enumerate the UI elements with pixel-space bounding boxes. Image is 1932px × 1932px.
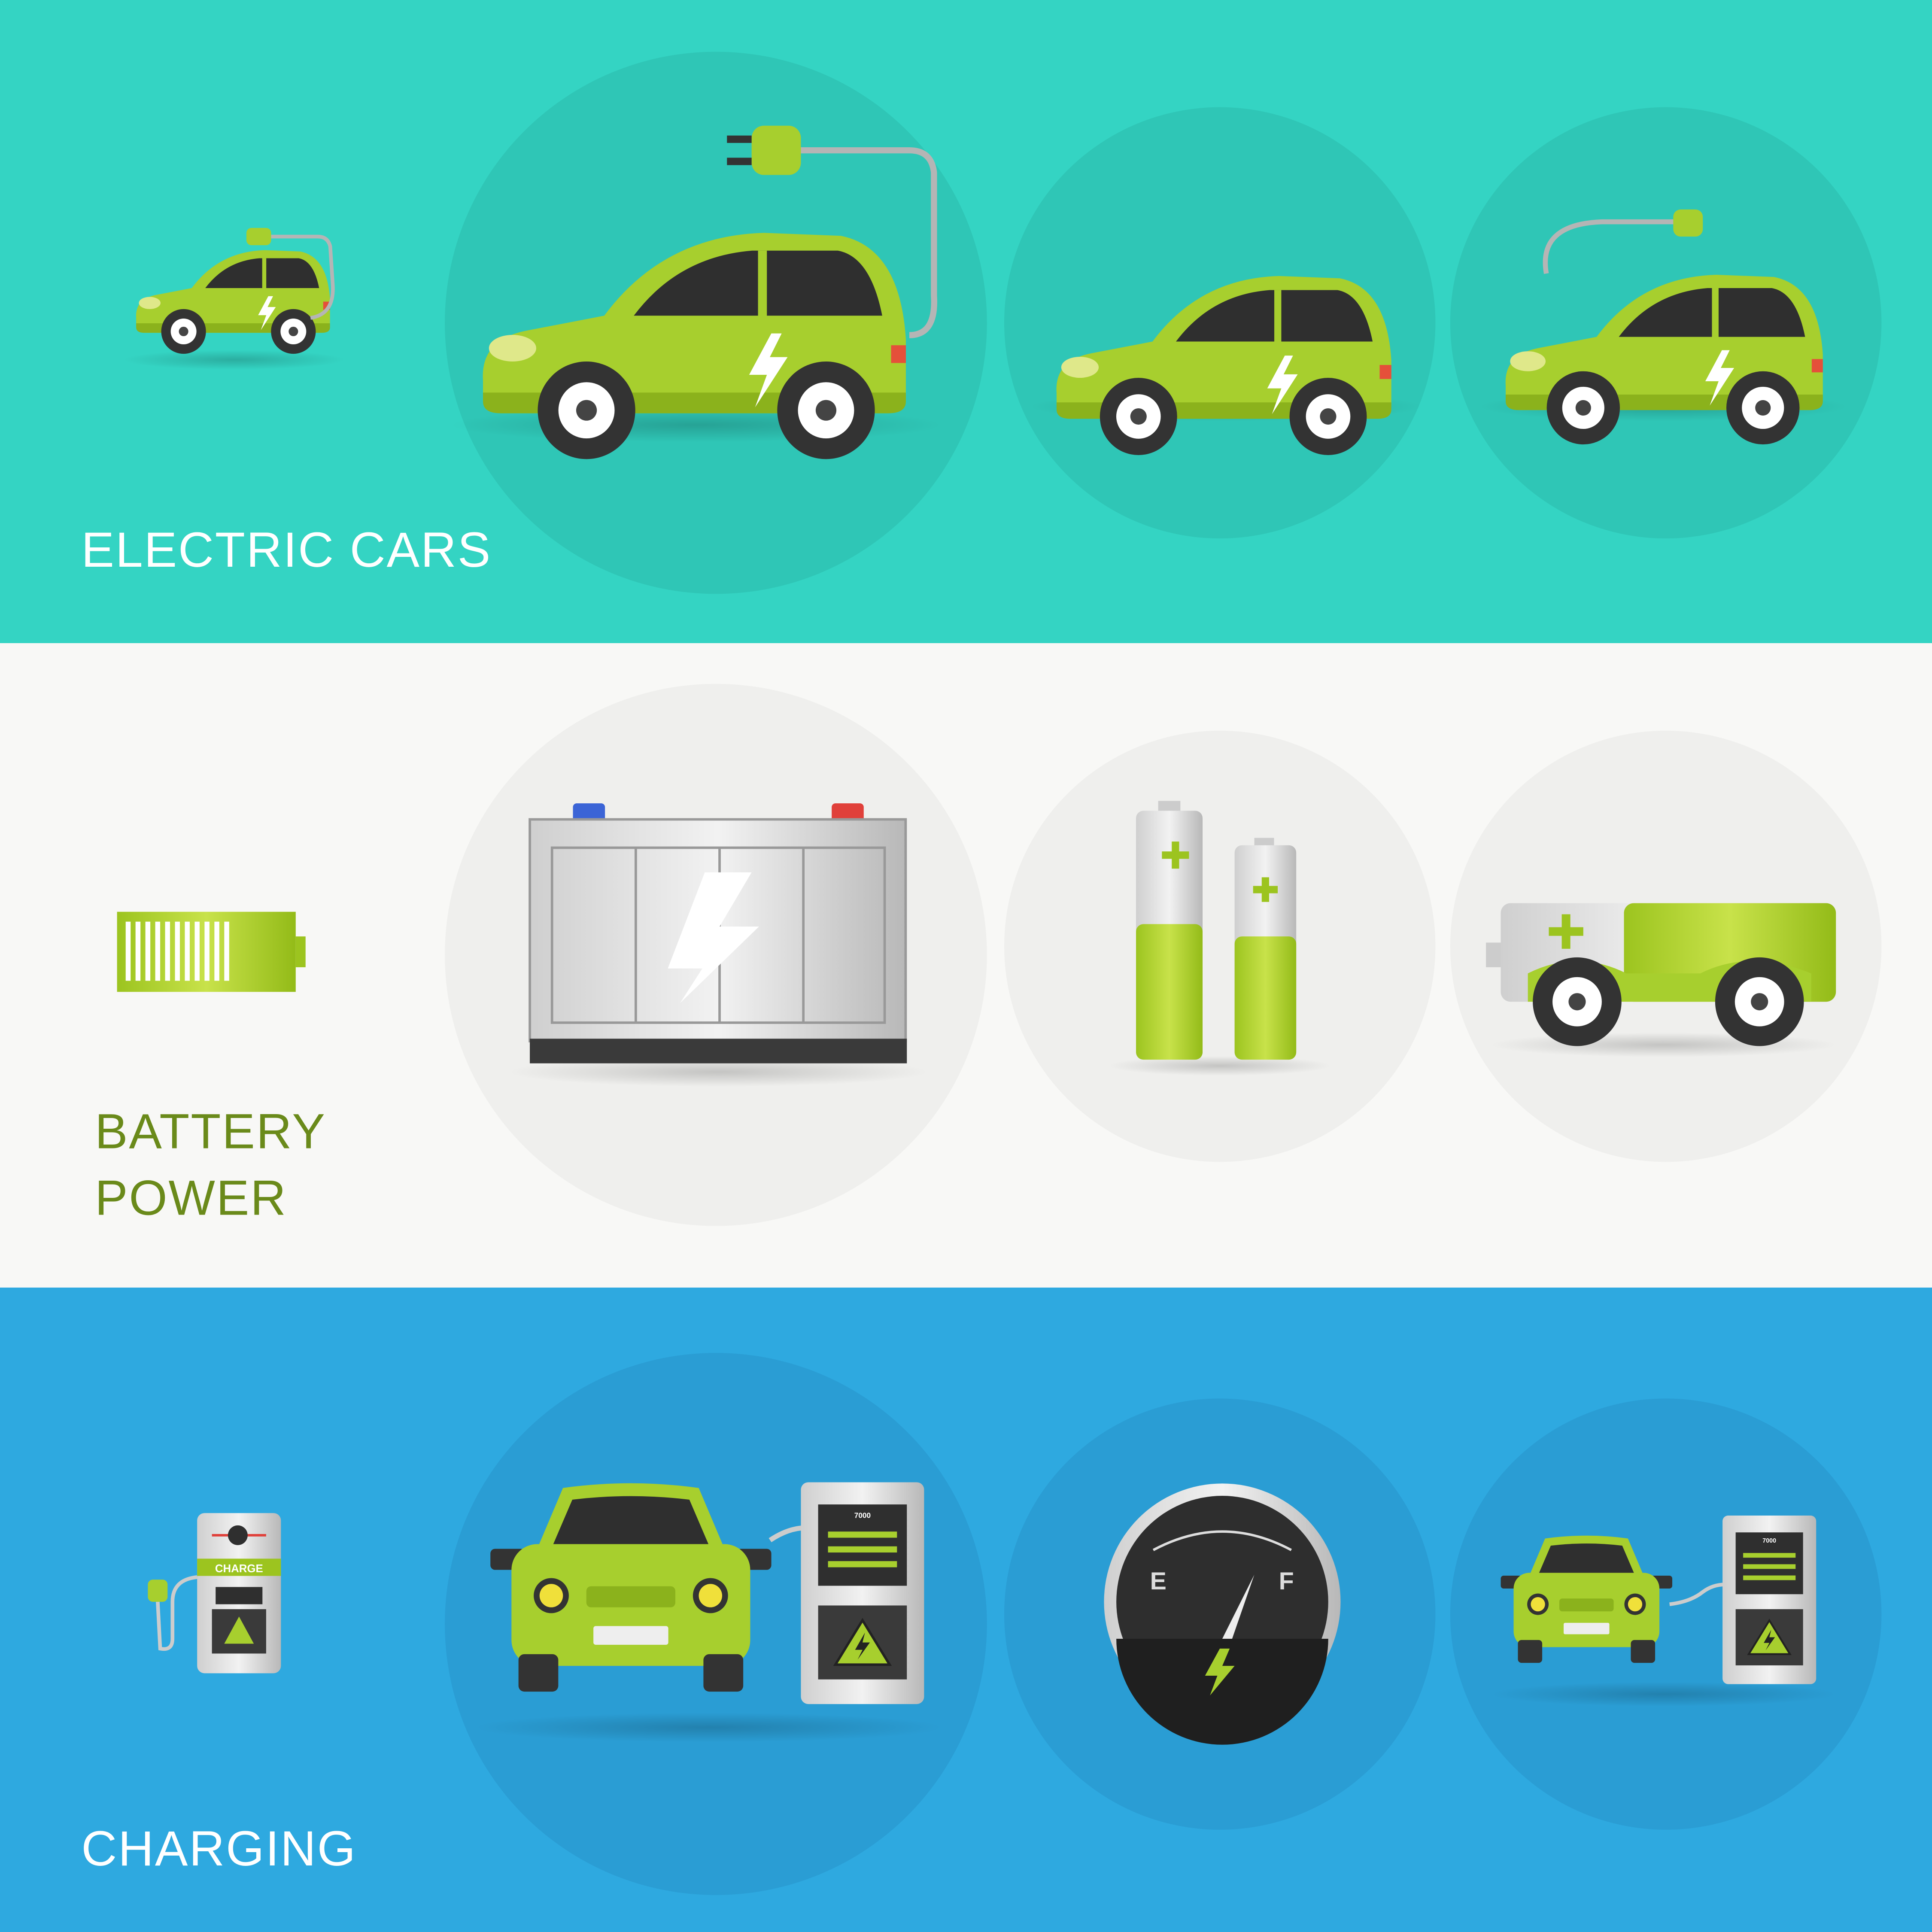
shape-rect xyxy=(216,1587,263,1604)
shape-path xyxy=(1253,877,1278,902)
shape-ellipse xyxy=(474,1713,943,1743)
shape-rect xyxy=(1673,209,1703,237)
shape-rect xyxy=(295,936,306,967)
shape-circle xyxy=(228,1525,248,1545)
shape-circle xyxy=(1568,993,1586,1011)
small-charging-station: CHARGE xyxy=(148,1513,281,1674)
shape-rect xyxy=(145,921,151,981)
shape-circle xyxy=(1004,730,1436,1162)
banner-title: CHARGING xyxy=(81,1821,357,1876)
station-display: 7000 xyxy=(1762,1537,1776,1544)
gauge-label: E xyxy=(1150,1567,1166,1595)
shape-path xyxy=(801,147,938,338)
banner-title: BATTERY xyxy=(95,1104,326,1159)
shape-g xyxy=(125,921,229,981)
shape-ellipse xyxy=(1109,1056,1331,1076)
shape-path xyxy=(1162,841,1189,869)
banner-electric-cars: ELECTRIC CARS xyxy=(0,0,1932,644)
shape-rect xyxy=(214,921,219,981)
station-display: 7000 xyxy=(854,1511,871,1520)
shape-rect xyxy=(727,135,752,143)
shape-ellipse xyxy=(509,1057,928,1087)
shape-path xyxy=(271,234,335,320)
gauge-label: F xyxy=(1279,1567,1294,1595)
shape-ellipse xyxy=(123,350,345,370)
shape-circle xyxy=(1751,993,1768,1011)
shape-path xyxy=(156,1575,197,1651)
charge-gauge: E F xyxy=(1104,1483,1341,1745)
banner-charging: CHARGE 7000 E F 7000 CHARGING xyxy=(0,1288,1932,1932)
aa-batteries-icon xyxy=(1109,801,1331,1076)
shape-ellipse xyxy=(1491,1682,1836,1707)
shape-rect xyxy=(530,1039,907,1063)
shape-rect xyxy=(148,1580,168,1602)
shape-rect xyxy=(125,921,131,981)
battery-level-icon xyxy=(117,911,306,992)
banner-title: ELECTRIC CARS xyxy=(81,522,492,577)
shape-rect xyxy=(1136,924,1203,1060)
shape-rect xyxy=(135,921,141,981)
shape-rect xyxy=(1486,942,1504,967)
shape-rect xyxy=(751,125,801,175)
shape-rect xyxy=(1234,936,1297,1060)
station-sign: CHARGE xyxy=(215,1563,263,1575)
banner-title: POWER xyxy=(95,1171,287,1226)
shape-path xyxy=(1152,1530,1292,1551)
shape-rect xyxy=(175,921,180,981)
shape-rect xyxy=(194,921,200,981)
shape-rect xyxy=(165,921,170,981)
shape-path xyxy=(1116,1638,1328,1745)
shape-path xyxy=(1549,914,1583,949)
shape-circle xyxy=(1450,1398,1882,1830)
shape-polygon xyxy=(224,1616,254,1644)
shape-polygon xyxy=(668,872,759,1003)
shape-rect xyxy=(155,921,161,981)
shape-rect xyxy=(727,158,752,165)
shape-polygon xyxy=(1205,1648,1235,1695)
shape-rect xyxy=(246,228,271,246)
shape-path xyxy=(1669,1583,1725,1606)
shape-rect xyxy=(185,921,190,981)
banner-battery-power: BATTERY POWER xyxy=(0,643,1932,1288)
shape-rect xyxy=(197,1558,281,1576)
car-battery-icon xyxy=(509,803,928,1087)
shape-rect xyxy=(224,921,229,981)
shape-rect xyxy=(204,921,210,981)
shape-path xyxy=(1543,219,1676,274)
battery-car-icon xyxy=(1486,903,1836,1057)
